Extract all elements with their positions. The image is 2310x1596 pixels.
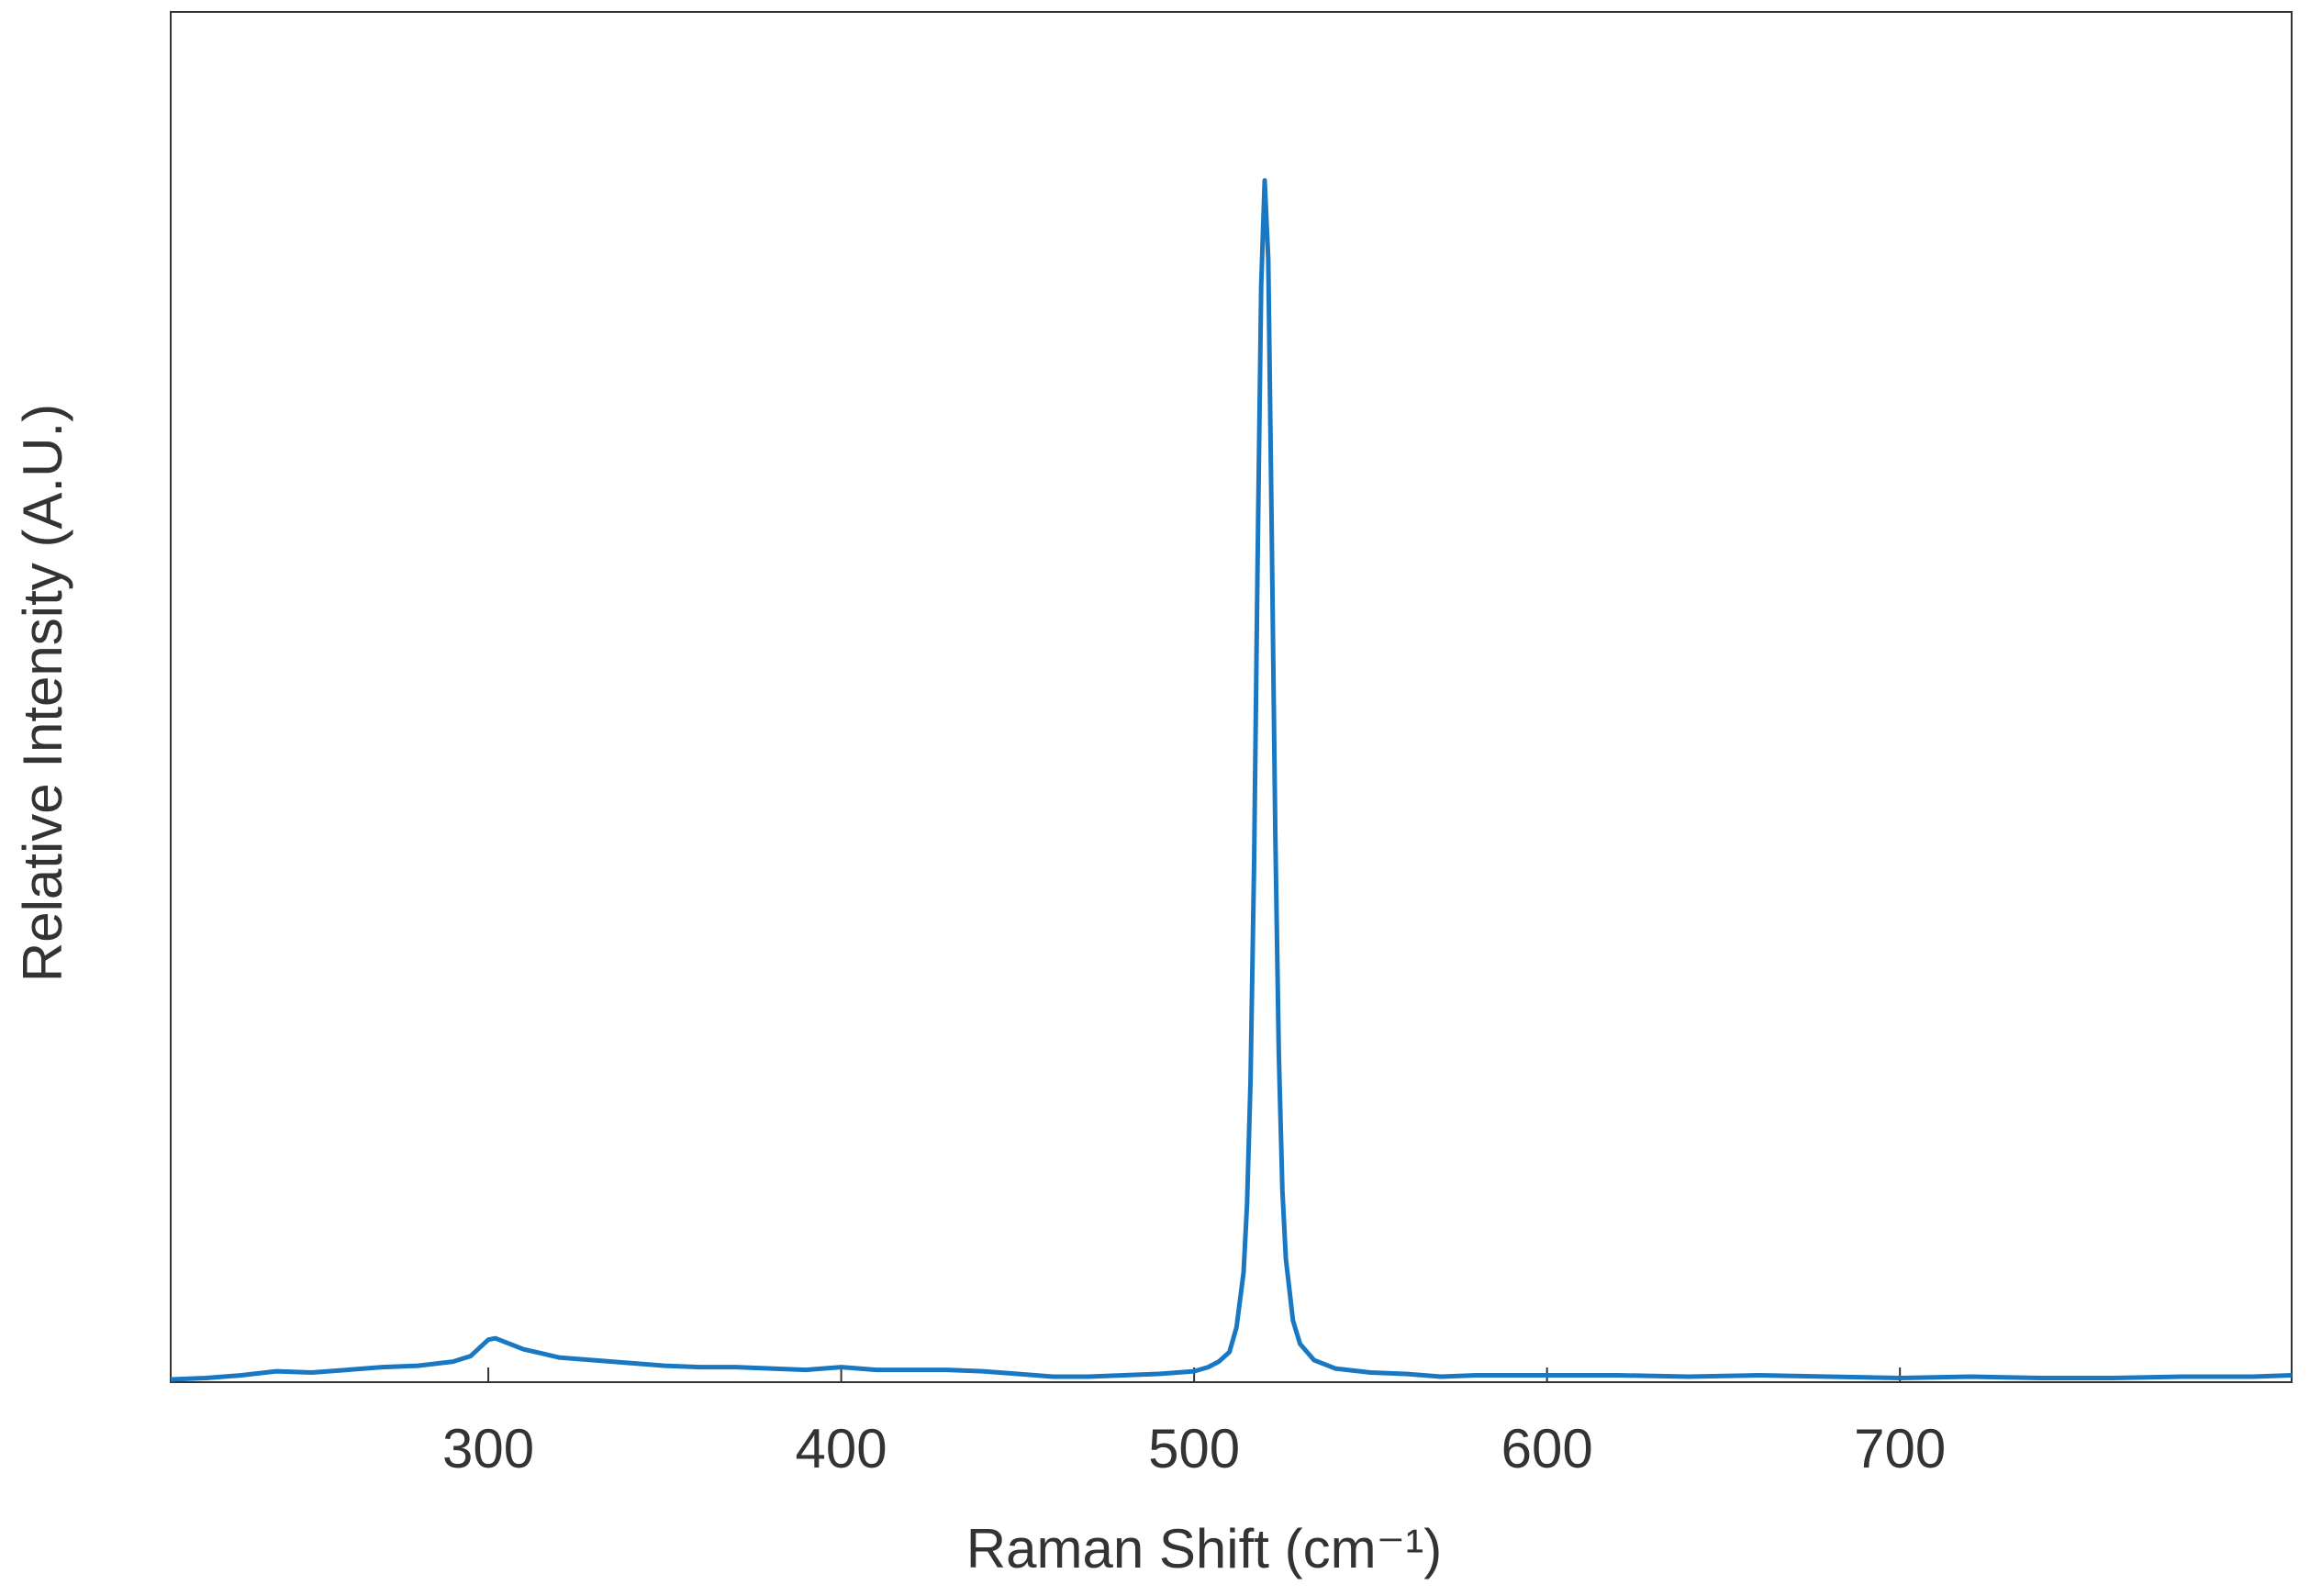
x-tick-label: 700	[1854, 1418, 1946, 1479]
y-axis-label: Relative Intensity (A.U.)	[12, 404, 73, 982]
plot-frame	[170, 11, 2293, 1383]
x-tick-label: 400	[796, 1418, 887, 1479]
x-tick-label: 600	[1501, 1418, 1593, 1479]
x-tick-label: 500	[1148, 1418, 1240, 1479]
x-axis-label: Raman Shift (cm⁻¹)	[966, 1518, 1442, 1579]
data-line	[170, 178, 2293, 1382]
x-tick-label: 300	[442, 1418, 534, 1479]
